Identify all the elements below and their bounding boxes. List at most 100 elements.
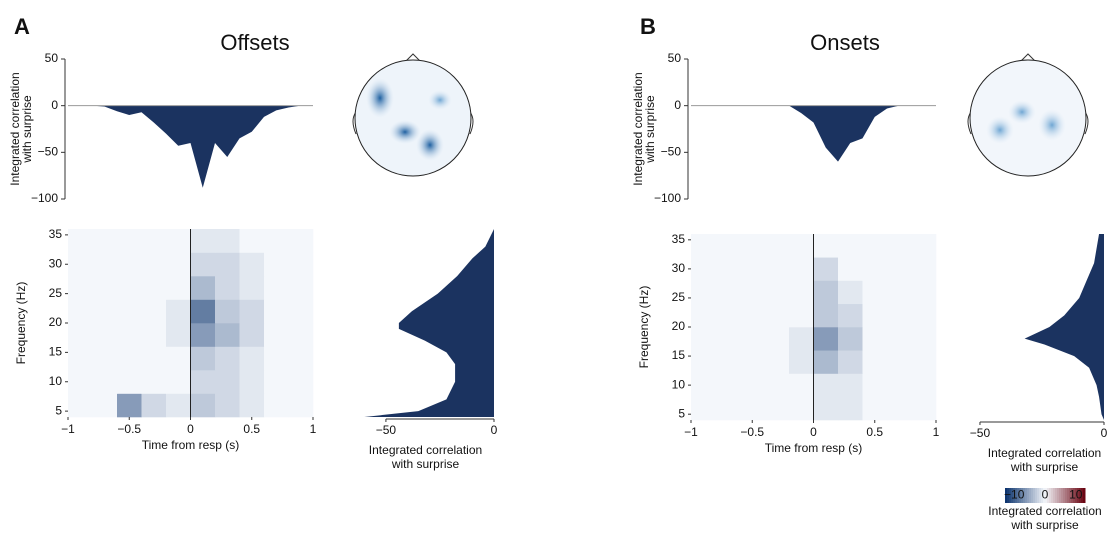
- heat-cell: [92, 276, 118, 300]
- heat-cell: [862, 280, 888, 305]
- x-axis-label: with surprise: [391, 457, 460, 471]
- heat-cell: [117, 276, 142, 300]
- colorbar-step: [1055, 488, 1058, 503]
- heat-cell: [141, 229, 167, 253]
- heat-cell: [264, 252, 289, 277]
- y-tick-label: −100: [654, 191, 681, 205]
- heat-cell: [68, 370, 93, 394]
- heat-cell: [715, 373, 741, 398]
- y-tick-label: 30: [49, 256, 63, 270]
- colorbar-step: [1077, 488, 1080, 503]
- x-tick-label: 1: [310, 422, 317, 436]
- heat-cell: [813, 303, 839, 328]
- heat-cell: [166, 393, 191, 418]
- heat-cell: [789, 327, 814, 351]
- colorbar-step: [1013, 488, 1016, 503]
- heat-cell: [691, 350, 716, 374]
- colorbar-step: [1057, 488, 1060, 503]
- heat-cell: [239, 346, 265, 371]
- heat-cell: [887, 373, 912, 398]
- heat-cell: [838, 234, 863, 258]
- x-axis-label: with surprise: [1010, 460, 1079, 474]
- heat-cell: [764, 303, 790, 328]
- heat-cell: [68, 323, 93, 347]
- topo-head: [354, 59, 472, 177]
- heat-cell: [141, 276, 167, 300]
- heat-cell: [691, 396, 716, 421]
- heat-cell: [239, 370, 265, 394]
- heat-cell: [92, 393, 118, 418]
- heat-cell: [68, 393, 93, 418]
- heat-cell: [92, 299, 118, 324]
- heat-cell: [264, 370, 289, 394]
- heat-cell: [838, 350, 863, 374]
- heat-cell: [764, 350, 790, 374]
- colorbar-step: [1061, 488, 1064, 503]
- panel-title: Offsets: [220, 30, 289, 55]
- colorbar-label: with surprise: [1010, 518, 1079, 532]
- heat-cell: [117, 393, 142, 418]
- heat-cell: [264, 323, 289, 347]
- colorbar-step: [1079, 488, 1082, 503]
- y-tick-label: 10: [672, 377, 686, 391]
- heat-cell: [288, 252, 314, 277]
- heat-cell: [166, 229, 191, 253]
- y-axis-label: Frequency (Hz): [14, 282, 28, 365]
- heat-cell: [764, 257, 790, 281]
- colorbar-step: [1081, 488, 1084, 503]
- heat-cell: [117, 229, 142, 253]
- x-tick-label: 0: [1101, 426, 1108, 440]
- heat-cell: [740, 234, 765, 258]
- y-tick-label: 50: [45, 51, 59, 65]
- heat-cell: [911, 327, 937, 351]
- colorbar-step: [1011, 488, 1014, 503]
- heat-cell: [691, 234, 716, 258]
- topo-blob: [428, 90, 452, 110]
- heat-cell: [117, 370, 142, 394]
- heat-cell: [740, 327, 765, 351]
- topo-blob: [1038, 109, 1066, 141]
- topo-nose: [1019, 53, 1037, 63]
- area: [1024, 234, 1104, 420]
- y-tick-label: 5: [55, 403, 62, 417]
- colorbar-step: [1069, 488, 1072, 503]
- topomap: [352, 53, 474, 177]
- heat-cell: [215, 299, 240, 324]
- heat-cell: [691, 257, 716, 281]
- heat-cell: [789, 303, 814, 328]
- heat-cell: [141, 346, 167, 371]
- heat-cell: [740, 303, 765, 328]
- colorbar-step: [1083, 488, 1086, 503]
- heat-cell: [141, 370, 167, 394]
- heat-cell: [862, 257, 888, 281]
- colorbar-step: [1037, 488, 1040, 503]
- colorbar-step: [1067, 488, 1070, 503]
- heat-cell: [239, 276, 265, 300]
- heat-cell: [166, 370, 191, 394]
- heat-cell: [264, 299, 289, 324]
- colorbar-step: [1065, 488, 1068, 503]
- colorbar-step: [1041, 488, 1044, 503]
- heat-cell: [288, 323, 314, 347]
- y-tick-label: 10: [49, 374, 63, 388]
- heat-cell: [215, 276, 240, 300]
- x-axis-label: Integrated correlation: [369, 443, 482, 457]
- heat-cell: [141, 299, 167, 324]
- heat-cell: [141, 393, 167, 418]
- y-tick-label: −50: [38, 145, 59, 159]
- y-tick-label: 25: [672, 290, 686, 304]
- heat-cell: [166, 323, 191, 347]
- heat-cell: [862, 350, 888, 374]
- heat-cell: [215, 229, 240, 253]
- x-axis-label: Time from resp (s): [142, 438, 240, 452]
- heat-cell: [691, 280, 716, 305]
- heat-cell: [288, 229, 314, 253]
- heat-cell: [838, 396, 863, 421]
- heat-cell: [92, 370, 118, 394]
- colorbar-tick-label: 10: [1069, 488, 1083, 502]
- colorbar-step: [1053, 488, 1056, 503]
- heat-cell: [715, 303, 741, 328]
- x-tick-label: −0.5: [117, 422, 141, 436]
- colorbar-step: [1051, 488, 1054, 503]
- heat-cell: [215, 370, 240, 394]
